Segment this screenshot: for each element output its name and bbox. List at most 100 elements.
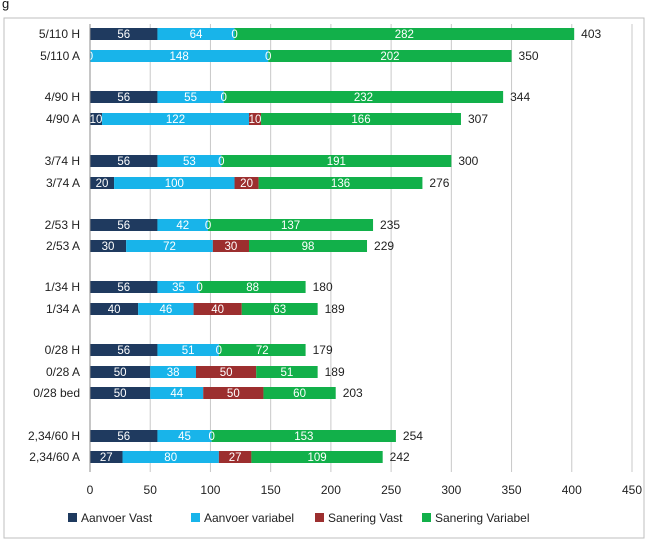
bar-segment [90,430,158,442]
category-label: 0/28 bed [33,386,80,400]
bar-segment [90,219,158,231]
segment-value-label: 45 [178,431,191,443]
bar-segment [90,113,103,125]
segment-value-label: 0 [218,156,224,168]
legend: Aanvoer Vast Aanvoer variabel Sanering Vas… [68,511,530,525]
total-value-label: 189 [325,365,345,379]
segment-value-label: 100 [165,178,184,190]
bar-segment [241,303,318,315]
bar-segment [157,28,235,40]
segment-value-label: 0 [265,51,271,63]
bar-segment [90,451,123,463]
segment-value-label: 72 [256,345,269,357]
clipped-title-fragment: g [2,0,10,11]
segment-value-label: 64 [190,29,203,41]
legend-label: Aanvoer variabel [204,511,294,525]
legend-swatch [68,513,77,522]
segment-value-label: 56 [117,345,130,357]
segment-value-label: 30 [102,241,115,253]
category-label: 2,34/60 H [28,429,80,443]
bar-segment [150,387,204,399]
total-value-label: 189 [325,302,345,316]
segment-value-label: 282 [395,29,414,41]
bar-segment [90,281,158,293]
bar-segment [203,387,264,399]
x-tick-label: 300 [441,483,461,497]
segment-value-label: 10 [249,114,262,126]
total-value-label: 344 [510,90,530,104]
segment-value-label: 50 [114,367,127,379]
bar-segment [258,177,423,189]
segment-value-label: 51 [182,345,195,357]
bar-segment [90,155,158,167]
segment-value-label: 191 [327,156,346,168]
total-value-label: 254 [403,429,423,443]
bar-segment [218,451,252,463]
x-tick-label: 200 [321,483,341,497]
x-tick-label: 50 [144,483,158,497]
total-value-label: 300 [458,154,478,168]
bar-segment [122,451,219,463]
segment-value-label: 136 [331,178,350,190]
total-value-label: 180 [313,280,333,294]
bar-segment [90,240,127,252]
total-value-label: 242 [390,450,410,464]
total-value-label: 307 [468,112,488,126]
bar-segment [90,28,158,40]
segment-value-label: 148 [170,51,189,63]
bar-segment [102,113,249,125]
total-value-label: 179 [313,343,333,357]
legend-swatch [422,513,431,522]
bar-segment [195,366,257,378]
bars [90,28,575,463]
category-label: 1/34 H [45,280,80,294]
category-label: 5/110 H [39,27,80,41]
bar-segment [221,155,452,167]
data-labels: 5664028240301480202350565502323441012210… [87,27,602,464]
segment-value-label: 0 [205,220,211,232]
bar-segment [248,113,262,125]
segment-value-label: 56 [117,92,130,104]
bar-segment [126,240,213,252]
total-value-label: 350 [519,49,539,63]
bar-segment [90,303,139,315]
x-tick-label: 450 [622,483,642,497]
bar-segment [193,303,242,315]
segment-value-label: 0 [208,431,214,443]
segment-value-label: 50 [227,388,240,400]
segment-value-label: 137 [281,220,300,232]
x-tick-label: 0 [87,483,94,497]
segment-value-label: 0 [216,345,222,357]
segment-value-label: 166 [351,114,370,126]
bar-segment [199,281,306,293]
category-label: 3/74 A [46,176,80,190]
bar-segment [157,430,212,442]
bar-segment [90,387,151,399]
category-label: 4/90 A [46,112,80,126]
segment-value-label: 80 [164,452,177,464]
bar-segment [248,240,368,252]
segment-value-label: 72 [163,241,176,253]
segment-value-label: 30 [225,241,238,253]
bar-segment [114,177,235,189]
segment-value-label: 122 [166,114,185,126]
segment-value-label: 38 [167,367,180,379]
category-label: 0/28 A [46,365,80,379]
bar-segment [208,219,374,231]
segment-value-label: 0 [231,29,237,41]
x-tick-label: 400 [562,483,582,497]
segment-value-label: 88 [246,282,259,294]
segment-value-label: 153 [294,431,313,443]
segment-value-label: 55 [184,92,197,104]
segment-value-label: 27 [100,452,113,464]
legend-label: Sanering Variabel [435,511,530,525]
x-tick-label: 150 [261,483,281,497]
total-value-label: 203 [343,386,363,400]
legend-swatch [315,513,324,522]
segment-value-label: 109 [307,452,326,464]
total-value-label: 235 [380,218,400,232]
segment-value-label: 56 [117,431,130,443]
bar-segment [157,219,209,231]
